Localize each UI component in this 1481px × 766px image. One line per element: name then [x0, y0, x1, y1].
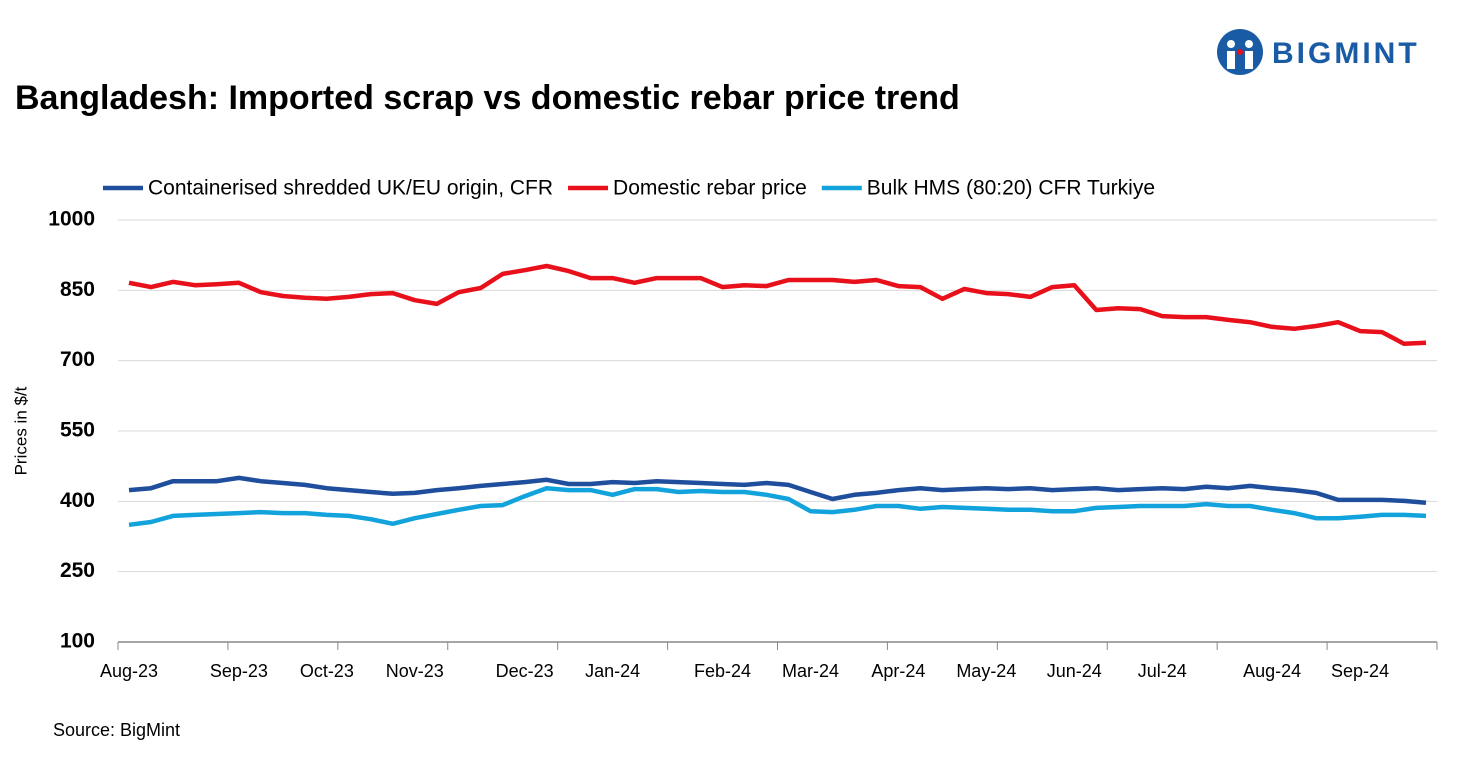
y-tick-label: 850 [60, 278, 95, 301]
source: Source: BigMint [53, 720, 180, 740]
y-tick-label: 400 [60, 489, 95, 512]
logo-text: BIGMINT [1272, 37, 1420, 70]
x-tick-label: Jan-24 [585, 661, 640, 681]
series-line [128, 263, 1427, 347]
legend-label: Containerised shredded UK/EU origin, CFR [148, 177, 553, 200]
y-tick-label: 550 [60, 419, 95, 442]
x-tick-label: Apr-24 [871, 661, 925, 681]
x-tick-label: Mar-24 [782, 661, 839, 681]
x-tick-label: May-24 [956, 661, 1016, 681]
x-tick-label: Aug-23 [100, 661, 158, 681]
x-tick-label: Feb-24 [694, 661, 751, 681]
y-tick-label: 250 [60, 559, 95, 582]
y-tick-label: 100 [60, 630, 95, 653]
y-axis-label: Prices in $/t [11, 386, 30, 475]
x-tick-label: Aug-24 [1243, 661, 1301, 681]
legend: Containerised shredded UK/EU origin, CFR… [103, 177, 1155, 200]
x-tick-label: Oct-23 [300, 661, 354, 681]
series-line [128, 475, 1427, 505]
x-tick-label: Jun-24 [1047, 661, 1102, 681]
series-line [128, 485, 1427, 528]
x-tick-label: Jul-24 [1138, 661, 1187, 681]
x-tick-label: Nov-23 [386, 661, 444, 681]
chart-title: Bangladesh: Imported scrap vs domestic r… [15, 79, 960, 117]
legend-label: Bulk HMS (80:20) CFR Turkiye [867, 177, 1155, 200]
x-tick-label: Dec-23 [496, 661, 554, 681]
logo-icon [1217, 29, 1263, 75]
legend-label: Domestic rebar price [613, 177, 807, 200]
x-tick-label: Sep-24 [1331, 661, 1389, 681]
y-tick-label: 700 [60, 348, 95, 371]
y-tick-label: 1000 [48, 208, 95, 231]
x-tick-label: Sep-23 [210, 661, 268, 681]
